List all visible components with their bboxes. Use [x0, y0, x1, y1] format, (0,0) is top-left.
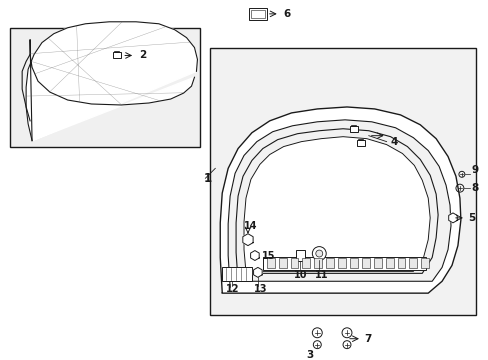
Bar: [408, 258, 416, 269]
Bar: [385, 258, 393, 269]
Bar: [222, 267, 251, 281]
Bar: [361, 258, 369, 269]
Polygon shape: [244, 137, 429, 273]
Bar: [290, 258, 298, 269]
Text: 15: 15: [261, 251, 275, 261]
Polygon shape: [448, 213, 456, 223]
Bar: [113, 53, 121, 58]
Text: 14: 14: [244, 221, 257, 231]
Text: 12: 12: [226, 284, 239, 294]
Bar: [397, 258, 405, 269]
Bar: [10, 28, 200, 147]
Text: 6: 6: [283, 9, 290, 19]
Bar: [373, 258, 381, 269]
Text: 7: 7: [363, 334, 370, 344]
Bar: [314, 258, 322, 269]
Circle shape: [312, 247, 325, 261]
Bar: [356, 140, 364, 145]
Bar: [325, 258, 333, 269]
Text: 10: 10: [293, 270, 306, 280]
Bar: [250, 10, 264, 18]
Text: 4: 4: [390, 137, 397, 147]
Bar: [349, 126, 357, 132]
Polygon shape: [220, 107, 460, 293]
Bar: [302, 258, 310, 269]
Bar: [266, 258, 274, 269]
Bar: [278, 258, 286, 269]
Text: 2: 2: [139, 50, 146, 60]
Bar: [349, 258, 357, 269]
Bar: [295, 249, 305, 261]
Text: 9: 9: [471, 165, 478, 175]
Text: 3: 3: [305, 350, 313, 360]
Polygon shape: [26, 22, 197, 141]
Bar: [421, 258, 428, 269]
Circle shape: [315, 250, 322, 257]
Text: 11: 11: [315, 270, 328, 280]
Bar: [337, 258, 346, 269]
Text: 5: 5: [467, 213, 474, 223]
Text: 8: 8: [471, 183, 478, 193]
Bar: [248, 8, 266, 20]
Bar: [210, 48, 475, 315]
Bar: [262, 257, 426, 270]
Polygon shape: [250, 251, 259, 261]
Text: 1: 1: [203, 172, 211, 185]
Text: 13: 13: [253, 284, 267, 294]
Polygon shape: [253, 267, 262, 277]
Polygon shape: [243, 234, 253, 246]
